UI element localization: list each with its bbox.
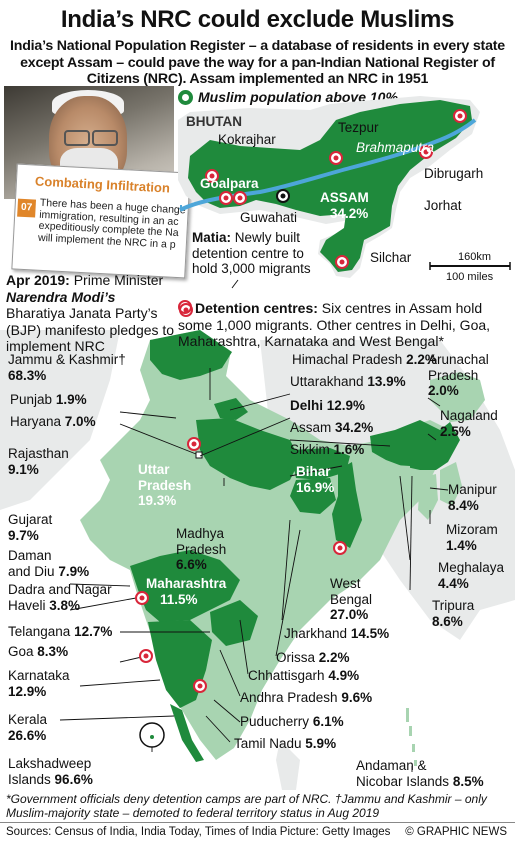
- label-kerala: Kerala 26.6%: [8, 712, 48, 743]
- guwahati-label: Guwahati: [240, 210, 298, 225]
- state-maharashtra-shape: [130, 550, 240, 622]
- label-orissa: Orissa 2.2%: [276, 650, 350, 665]
- state-jk-shape: [150, 330, 232, 380]
- state-arunachal-shape: [430, 372, 485, 422]
- label-jharkhand: Jharkhand 14.5%: [284, 626, 390, 641]
- label-west-bengal: West Bengal 27.0%: [330, 576, 373, 622]
- label-andaman: Andaman & Nicobar Islands 8.5%: [356, 758, 484, 789]
- modi-caption-date: Apr 2019:: [6, 272, 70, 288]
- detention-markers: [135, 109, 467, 693]
- credit: © GRAPHIC NEWS: [405, 826, 507, 838]
- modi-caption-text1: Prime Minister: [69, 272, 164, 288]
- state-telangana-shape: [210, 600, 258, 646]
- label-uttarakhand: Uttarakhand 13.9%: [290, 374, 406, 389]
- label-sikkim: Sikkim 1.6%: [290, 442, 365, 457]
- label-tamil-nadu: Tamil Nadu 5.9%: [234, 736, 337, 751]
- state-up-shape: [196, 418, 300, 490]
- goalpara-label: Goalpara: [200, 176, 259, 191]
- label-karnataka: Karnataka 12.9%: [8, 668, 70, 699]
- label-gujarat: Gujarat 9.7%: [8, 512, 53, 543]
- state-kerala-shape: [170, 704, 204, 762]
- label-uttar-pradesh: Uttar Pradesh 19.3%: [138, 462, 192, 508]
- modi-caption: Apr 2019: Prime Minister Narendra Modi’s…: [6, 272, 184, 355]
- matia-name: Matia:: [192, 230, 232, 245]
- label-haryana: Haryana 7.0%: [10, 414, 96, 429]
- sri-lanka-land: [276, 740, 300, 790]
- delhi-marker: [195, 451, 203, 459]
- label-delhi: Delhi 12.9%: [290, 398, 366, 413]
- scale-miles-label: 100 miles: [446, 271, 494, 283]
- state-uttarakhand-shape: [214, 398, 248, 420]
- label-himachal: Himachal Pradesh 2.2%: [292, 352, 437, 367]
- label-puducherry: Puducherry 6.1%: [240, 714, 344, 729]
- bhutan-label: BHUTAN: [186, 114, 242, 129]
- detention-caption-text: Six centres in Assam hold some 1,000 mig…: [178, 300, 491, 349]
- matia-caption: Matia: Newly built detention centre to h…: [192, 230, 322, 277]
- label-dadra: Dadra and Nagar Haveli 3.8%: [8, 582, 112, 613]
- label-tripura: Tripura 8.6%: [432, 598, 475, 629]
- state-assam-shape: [370, 420, 460, 470]
- assam-inset-value: 34.2%: [330, 206, 369, 221]
- silchar-label: Silchar: [370, 250, 412, 265]
- legend-label: Muslim population above 10%: [198, 89, 398, 105]
- state-bihar-shape: [290, 448, 350, 480]
- modi-caption-text2: Bharatiya Janata Party’s (BJP) manifesto…: [6, 305, 175, 354]
- footnote: *Government officials deny detention cam…: [6, 792, 487, 820]
- matia-text: Newly built detention centre to hold 3,0…: [192, 230, 311, 276]
- india-map: [0, 330, 515, 790]
- scale-km-label: 160km: [458, 251, 492, 263]
- label-mizoram: Mizoram 1.4%: [446, 522, 498, 553]
- label-chhattisgarh: Chhattisgarh 4.9%: [248, 668, 360, 683]
- modi-caption-name: Narendra Modi’s: [6, 288, 116, 305]
- assam-state-shape: [188, 100, 472, 272]
- legend: Muslim population above 10%: [178, 89, 398, 105]
- label-nagaland: Nagaland 2.5%: [440, 408, 498, 439]
- detention-caption-head: Detention centres:: [195, 300, 318, 316]
- lakshadweep-islands: [150, 735, 154, 739]
- kokrajhar-label: Kokrajhar: [218, 132, 276, 147]
- tezpur-label: Tezpur: [338, 120, 379, 135]
- brahmaputra-label: Brahmaputra: [356, 140, 435, 155]
- label-punjab: Punjab 1.9%: [10, 392, 87, 407]
- label-maharashtra: Maharashtra 11.5%: [146, 576, 227, 607]
- label-jammu-kashmir: Jammu & Kashmir† 68.3%: [8, 352, 126, 383]
- andaman-islands: [406, 708, 417, 766]
- detention-icon: [178, 300, 192, 314]
- label-telangana: Telangana 12.7%: [8, 624, 113, 639]
- state-manipur-shape: [440, 462, 462, 506]
- label-madhya-pradesh: Madhya Pradesh 6.6%: [176, 526, 227, 572]
- dibrugarh-label: Dibrugarh: [424, 166, 484, 181]
- jorhat-label: Jorhat: [424, 198, 462, 213]
- detention-caption: Detention centres: Six centres in Assam …: [178, 300, 513, 350]
- state-mizoram-shape: [418, 474, 438, 520]
- label-meghalaya: Meghalaya 4.4%: [438, 560, 505, 591]
- legend-swatch-icon: [178, 89, 193, 105]
- label-manipur: Manipur 8.4%: [448, 482, 497, 513]
- state-meghalaya-shape: [380, 464, 410, 478]
- label-rajasthan: Rajasthan 9.1%: [8, 446, 69, 477]
- pakistan-land: [0, 330, 120, 510]
- label-lakshadweep: Lakshadweep Islands 96.6%: [8, 756, 93, 787]
- label-arunachal: Arunachal Pradesh 2.0%: [428, 352, 489, 398]
- sources: Sources: Census of India, India Today, T…: [6, 826, 391, 838]
- label-bihar: Bihar 16.9%: [296, 464, 335, 495]
- label-daman-diu: Daman and Diu 7.9%: [8, 548, 90, 579]
- state-jharkhand-shape: [290, 478, 336, 514]
- label-goa: Goa 8.3%: [8, 644, 69, 659]
- assam-inset-label: ASSAM: [320, 190, 369, 205]
- state-westbengal-shape: [332, 462, 362, 548]
- label-assam: Assam 34.2%: [290, 420, 374, 435]
- subtitle: India’s National Population Register – a…: [10, 38, 505, 87]
- page-title: India’s NRC could exclude Muslims: [60, 6, 455, 33]
- footer: Sources: Census of India, India Today, T…: [0, 822, 515, 844]
- label-andhra-pradesh: Andhra Pradesh 9.6%: [240, 690, 373, 705]
- scale-bar: [429, 262, 511, 270]
